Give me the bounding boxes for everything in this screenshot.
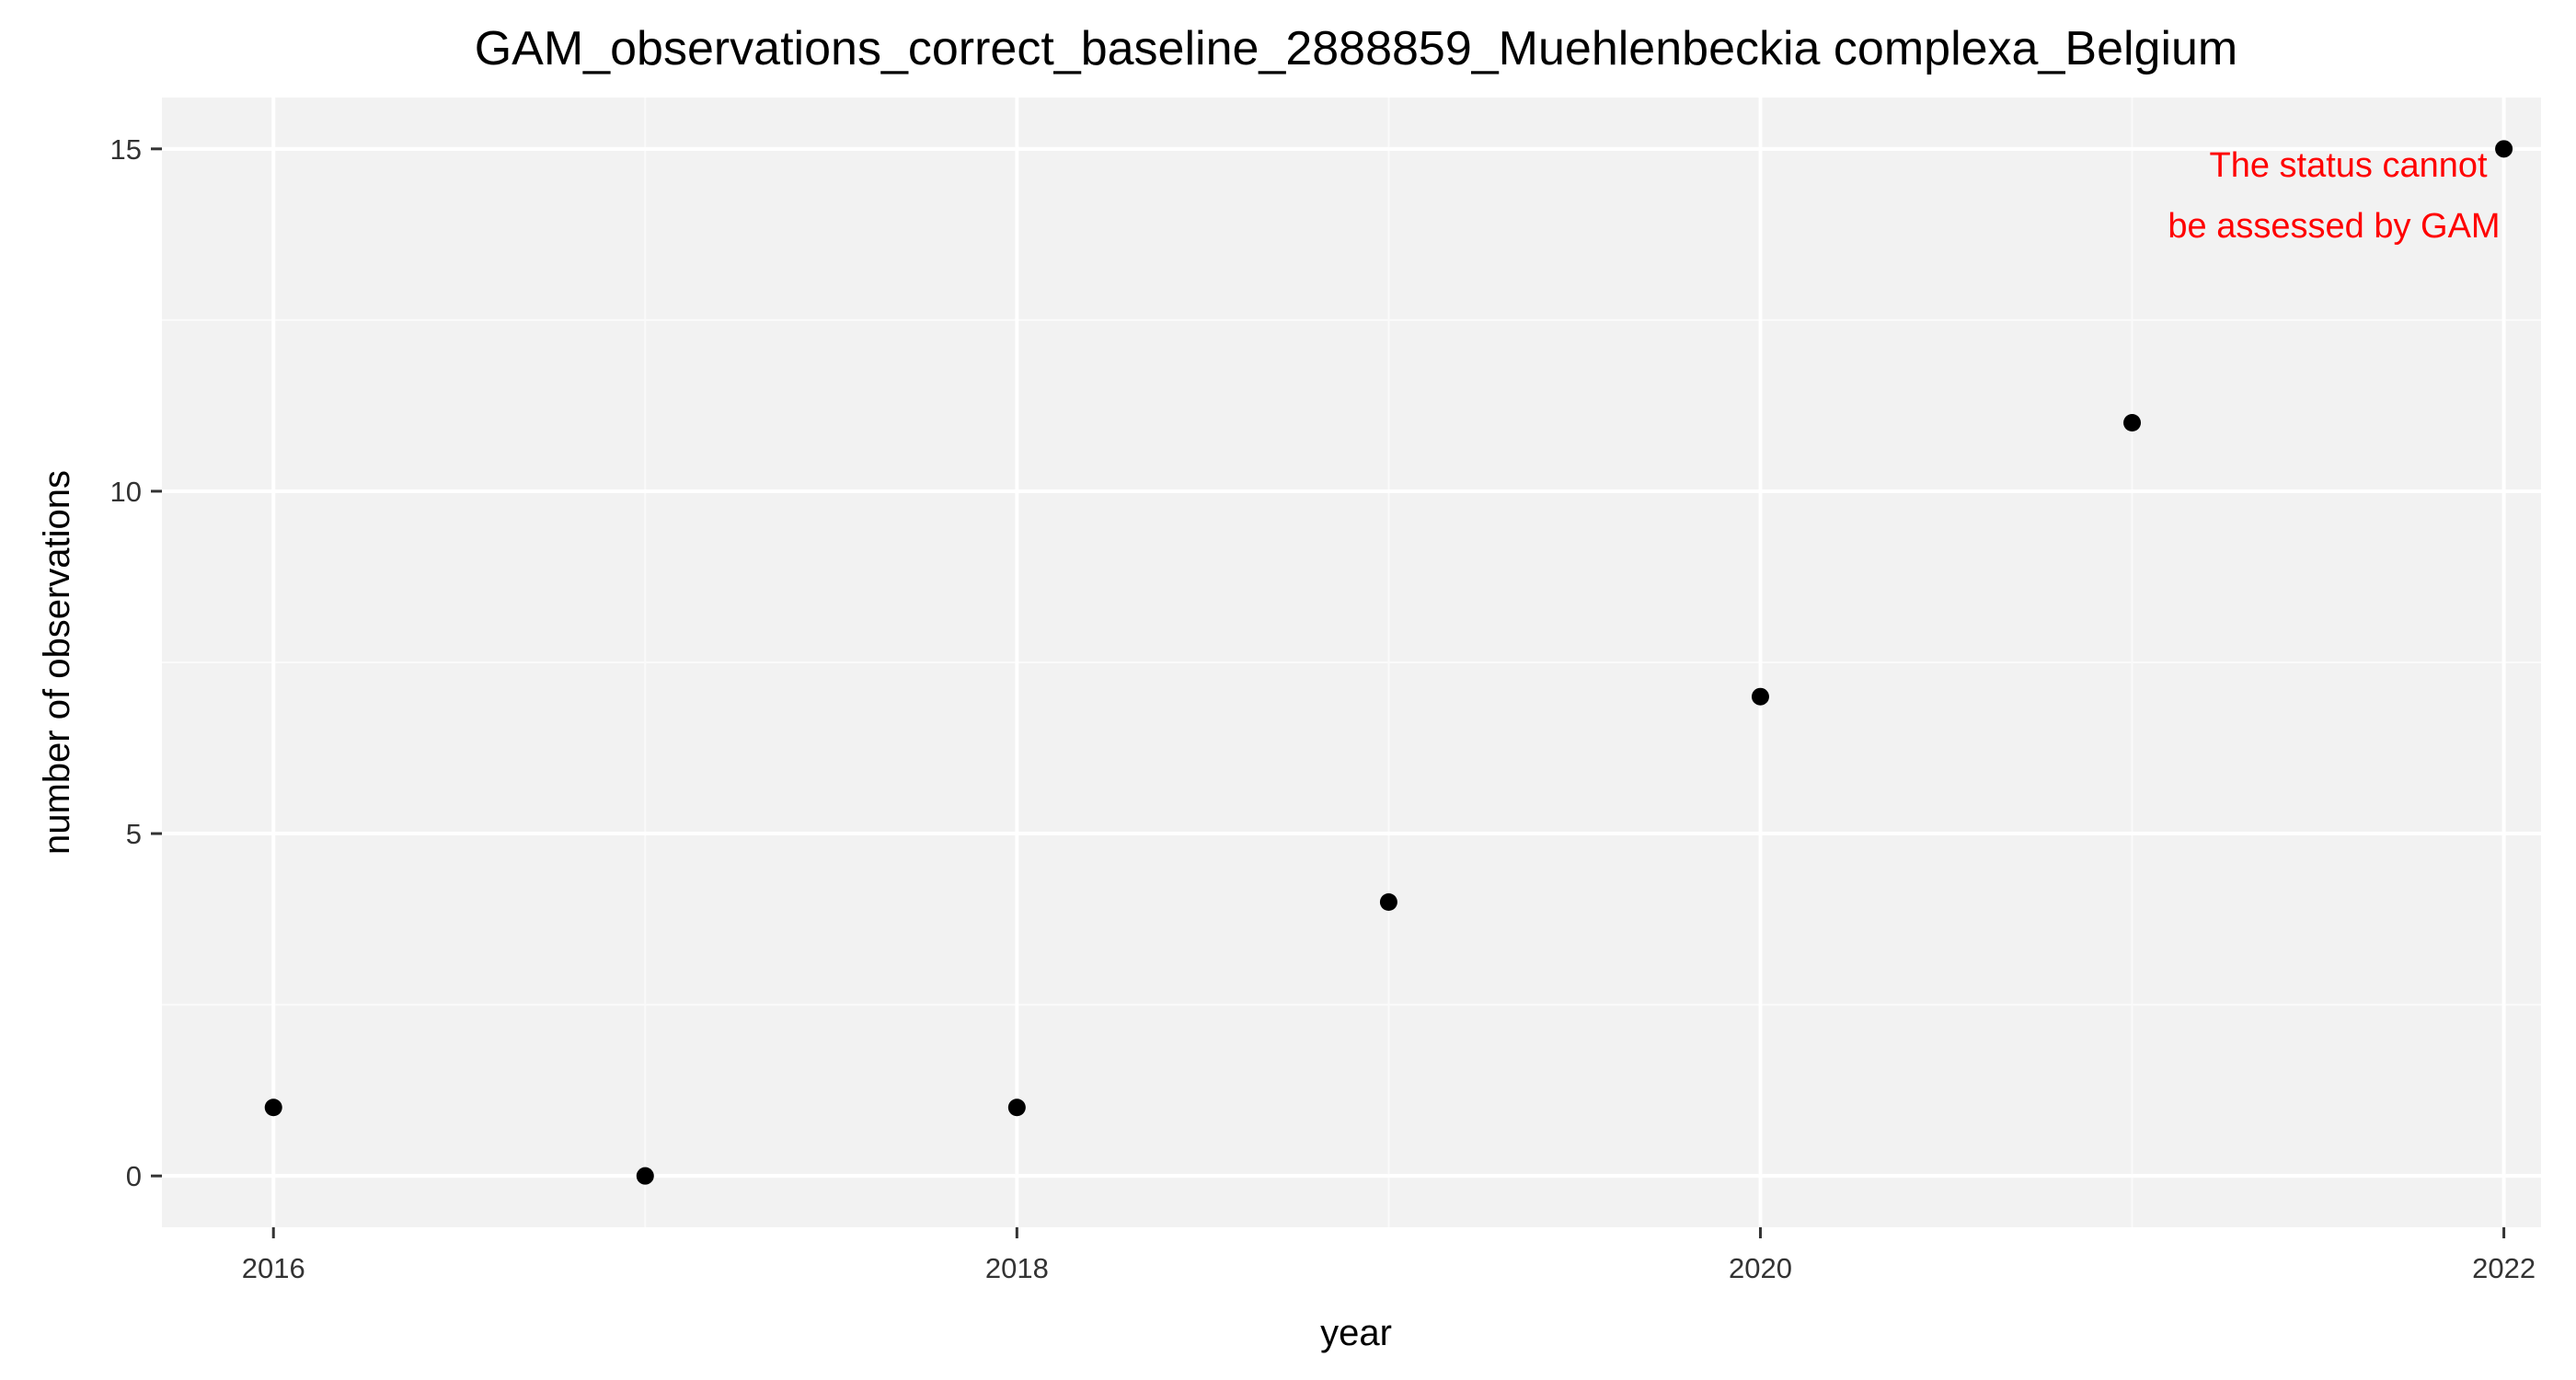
y-tick-label: 15 [110,133,142,166]
data-point [1007,1098,1026,1117]
data-point [2123,414,2142,432]
y-tick-label: 5 [126,818,142,850]
y-tick-labels: 0 5 10 15 [110,133,142,1192]
x-tick-labels: 2016 2018 2020 2022 [242,1252,2536,1284]
annotation-line: The status cannot [2210,146,2489,185]
data-point [264,1098,282,1117]
axis-ticks [151,147,2506,1238]
x-tick-label: 2018 [985,1252,1049,1284]
data-point [2495,140,2513,158]
y-tick-label: 10 [110,476,142,508]
data-point [1379,892,1397,911]
chart-title: GAM_observations_correct_baseline_288885… [475,22,2238,75]
x-tick-label: 2016 [242,1252,305,1284]
y-axis-label: number of observations [37,470,77,855]
data-point [636,1167,654,1185]
x-tick-label: 2020 [1729,1252,1792,1284]
annotation-line: be assessed by GAM [2168,207,2500,246]
minor-gridlines [162,98,2541,1227]
status-annotation: The status cannot be assessed by GAM [2168,146,2500,246]
data-point [1751,687,1769,706]
y-tick-label: 0 [126,1160,142,1192]
data-points [264,140,2513,1185]
x-axis-label: year [1320,1313,1392,1353]
x-tick-label: 2022 [2472,1252,2536,1284]
major-gridlines [162,98,2541,1227]
